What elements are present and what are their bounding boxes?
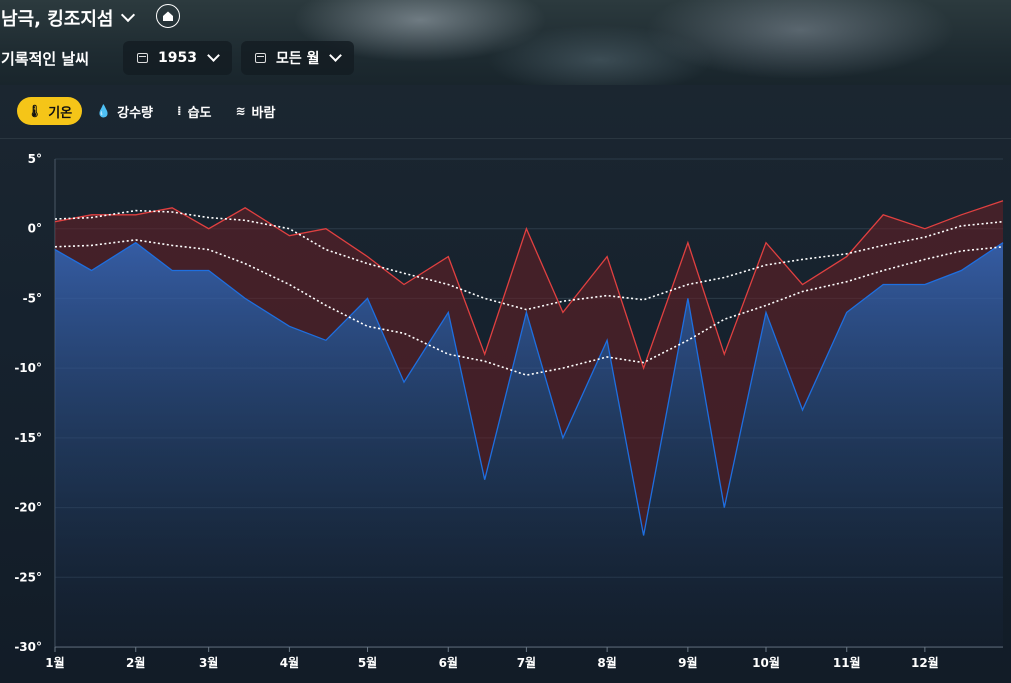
chevron-down-icon <box>329 49 343 62</box>
max-temp-line <box>54 200 1004 371</box>
x-tick-label: 7월 <box>517 655 536 670</box>
tab-wind[interactable]: ≋ 바람 <box>225 97 285 125</box>
location-selector[interactable]: 남극, 킹조지섬 <box>0 4 136 32</box>
chevron-down-icon <box>207 49 220 62</box>
home-icon <box>163 11 173 21</box>
home-button[interactable] <box>156 4 180 28</box>
chevron-down-icon <box>121 7 136 23</box>
x-tick-label: 10월 <box>752 655 780 670</box>
y-tick-label: -30° <box>14 640 42 654</box>
x-tick-label: 1월 <box>45 655 64 670</box>
tab-humidity[interactable]: ⁞ 습도 <box>167 97 221 125</box>
avg-high-line <box>54 209 1004 311</box>
x-tick-label: 2월 <box>126 655 145 670</box>
min-temp-line <box>54 241 1004 536</box>
humidity-icon: ⁞ <box>177 104 182 118</box>
max-min-band <box>55 200 1003 536</box>
tab-label: 강수량 <box>117 105 153 121</box>
y-tick-label: -10° <box>14 361 42 375</box>
thermometer-icon: 🌡 <box>27 104 43 118</box>
tab-label: 습도 <box>187 105 212 121</box>
x-tick-label: 12월 <box>911 655 939 670</box>
month-selector[interactable]: 모든 월 <box>240 41 355 75</box>
tab-label: 바람 <box>251 105 276 121</box>
min-temp-area <box>55 242 1003 647</box>
y-tick-label: -5° <box>23 291 42 305</box>
x-tick-label: 11월 <box>833 655 861 670</box>
x-tick-label: 6월 <box>439 655 458 670</box>
y-tick-label: -25° <box>14 570 42 584</box>
y-tick-label: -15° <box>14 431 42 445</box>
y-tick-label: 0° <box>28 222 42 236</box>
x-tick-label: 8월 <box>597 655 616 670</box>
droplet-icon: 💧 <box>96 104 112 118</box>
section-title: 기록적인 날씨 <box>1 49 90 68</box>
location-title: 남극, 킹조지섬 <box>1 9 114 30</box>
avg-low-line <box>54 239 1004 376</box>
year-selector[interactable]: 1953 <box>123 41 232 75</box>
temperature-chart: 5° 0° -5° -10° -15° -20° -25° -30° 1월 2월 3월 4월 5월 6월… <box>14 152 1004 670</box>
month-label: 모든 월 <box>275 51 320 67</box>
tab-precipitation[interactable]: 💧 강수량 <box>86 97 163 125</box>
y-tick-label: 5° <box>28 152 42 166</box>
x-tick-label: 5월 <box>358 655 377 670</box>
wind-icon: ≋ <box>235 104 246 118</box>
divider <box>0 138 1011 139</box>
metric-tabs: 🌡 기온 💧 강수량 ⁞ 습도 ≋ 바람 <box>17 97 289 125</box>
y-tick-label: -20° <box>14 501 42 515</box>
year-label: 1953 <box>158 50 197 66</box>
tab-temperature[interactable]: 🌡 기온 <box>17 97 83 125</box>
x-tick-label: 4월 <box>280 655 299 670</box>
x-tick-label: 3월 <box>199 655 218 670</box>
x-tick-label: 9월 <box>678 655 697 670</box>
tab-label: 기온 <box>48 105 73 121</box>
calendar-icon <box>254 53 266 63</box>
calendar-icon <box>137 53 148 63</box>
